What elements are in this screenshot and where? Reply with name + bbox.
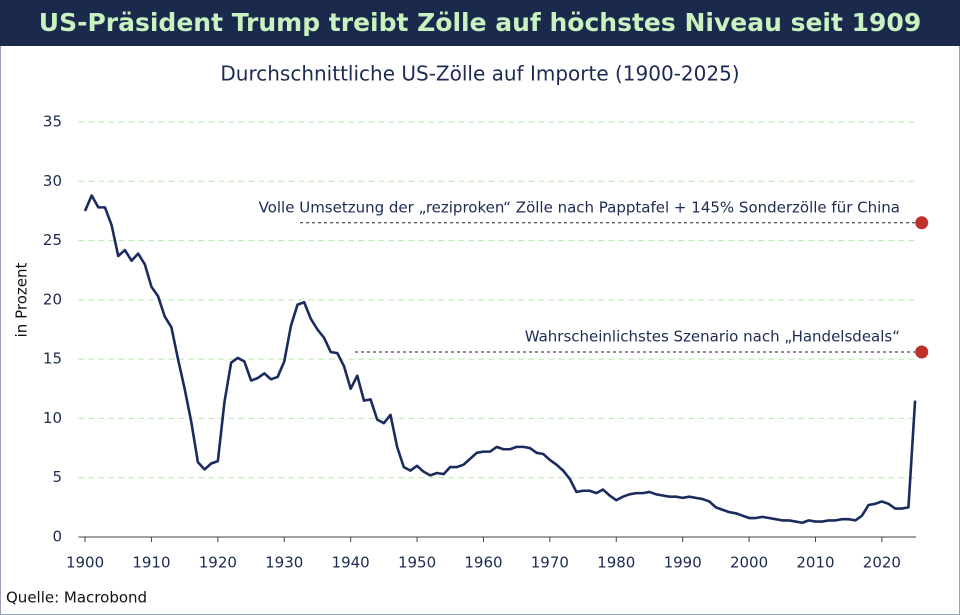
source: Quelle: Macrobond [6, 589, 147, 607]
chart-title: US-Präsident Trump treibt Zölle auf höch… [39, 8, 921, 37]
chart-subtitle: Durchschnittliche US-Zölle auf Importe (… [220, 62, 739, 86]
y-tick-label: 10 [43, 409, 62, 427]
x-tick-label: 1950 [398, 554, 436, 572]
title-bar [0, 0, 960, 46]
y-tick-label: 25 [43, 231, 62, 249]
scenario-point [915, 345, 929, 359]
y-tick-label: 15 [43, 350, 62, 368]
y-tick-label: 0 [52, 528, 62, 546]
annotation: Wahrscheinlichstes Szenario nach „Handel… [525, 328, 900, 346]
annotation: Volle Umsetzung der „reziproken“ Zölle n… [259, 198, 900, 216]
x-tick-label: 1940 [332, 554, 370, 572]
x-tick-label: 2020 [863, 554, 901, 572]
y-tick-label: 5 [52, 468, 62, 486]
y-tick-label: 35 [43, 113, 62, 131]
x-tick-label: 1980 [597, 554, 635, 572]
x-tick-label: 1910 [132, 554, 170, 572]
scenario-point [915, 216, 929, 230]
x-tick-label: 1930 [265, 554, 303, 572]
x-tick-label: 2000 [730, 554, 768, 572]
x-tick-label: 1970 [531, 554, 569, 572]
y-tick-label: 20 [43, 290, 62, 308]
y-axis-label: in Prozent [13, 263, 31, 338]
x-tick-label: 1960 [464, 554, 502, 572]
x-tick-label: 1990 [664, 554, 702, 572]
x-tick-label: 1900 [66, 554, 104, 572]
y-tick-label: 30 [43, 172, 62, 190]
line [83, 194, 917, 525]
x-tick-label: 2010 [796, 554, 834, 572]
x-tick-label: 1920 [199, 554, 237, 572]
